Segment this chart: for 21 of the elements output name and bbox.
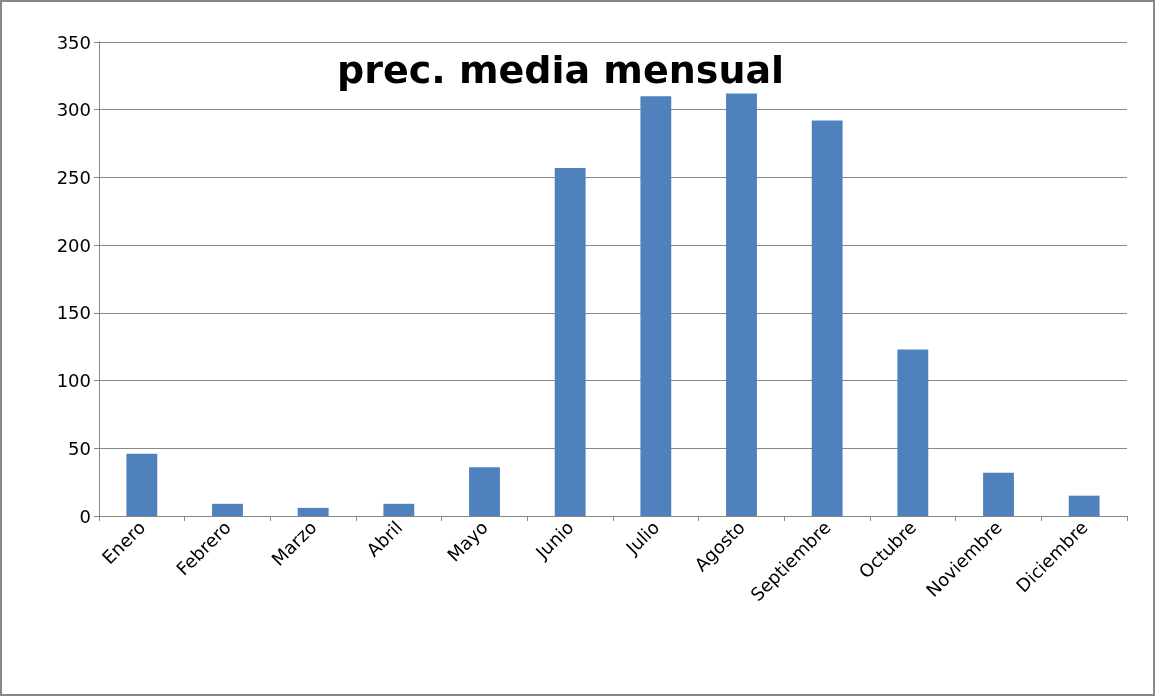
bar [383, 503, 415, 516]
y-tick-label: 50 [68, 437, 91, 459]
bar [1068, 495, 1100, 516]
y-tick-label: 350 [56, 31, 91, 53]
bar [726, 93, 757, 516]
bar [811, 120, 843, 516]
bar [126, 453, 158, 516]
bar [297, 507, 329, 516]
bar [469, 467, 500, 516]
y-tick-label: 300 [56, 99, 91, 121]
bar [640, 96, 672, 516]
bar [554, 167, 586, 516]
y-tick-label: 150 [56, 302, 91, 324]
y-tick-label: 250 [56, 166, 91, 188]
y-tick-label: 0 [79, 505, 91, 527]
bar [212, 503, 243, 516]
bar [897, 349, 929, 516]
bar [983, 472, 1014, 516]
y-tick-label: 200 [56, 234, 91, 256]
chart-title: prec. media mensual [337, 48, 785, 92]
y-tick-label: 100 [56, 370, 91, 392]
